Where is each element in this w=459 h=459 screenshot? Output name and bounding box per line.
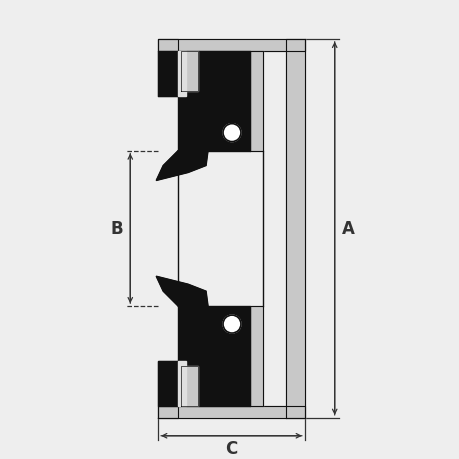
Polygon shape — [158, 40, 178, 96]
Polygon shape — [181, 52, 198, 91]
Polygon shape — [158, 40, 304, 52]
Polygon shape — [249, 52, 263, 151]
Polygon shape — [158, 361, 178, 418]
Polygon shape — [181, 366, 198, 406]
Polygon shape — [178, 52, 186, 96]
Text: C: C — [225, 439, 237, 457]
Polygon shape — [178, 307, 249, 406]
Polygon shape — [178, 361, 186, 406]
Polygon shape — [156, 151, 207, 181]
Text: B: B — [110, 220, 123, 238]
Circle shape — [223, 124, 241, 142]
Polygon shape — [249, 307, 263, 406]
Polygon shape — [158, 52, 178, 96]
Polygon shape — [158, 406, 304, 418]
Circle shape — [223, 315, 241, 333]
Polygon shape — [156, 277, 207, 307]
Polygon shape — [183, 298, 200, 312]
Polygon shape — [158, 361, 178, 406]
Polygon shape — [285, 40, 304, 418]
Text: A: A — [341, 220, 354, 238]
Polygon shape — [178, 52, 249, 151]
Polygon shape — [183, 146, 200, 159]
